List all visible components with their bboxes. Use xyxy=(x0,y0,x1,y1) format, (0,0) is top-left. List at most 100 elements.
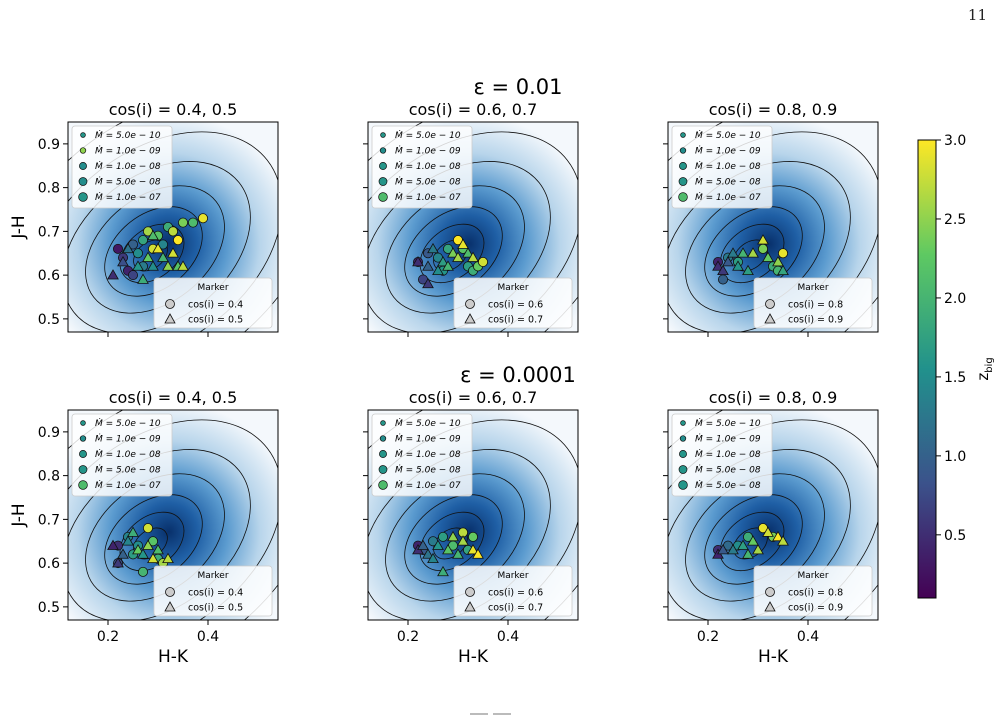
legend-mdot-label: Ṁ = 1.0e − 08 xyxy=(395,161,461,172)
scatter-point-triangle xyxy=(132,260,144,271)
legend-mdot-marker xyxy=(79,147,87,154)
legend-mdot: Ṁ = 5.0e − 10 Ṁ = 1.0e − 09 Ṁ = 1.0e − 08 Ṁ… xyxy=(71,125,173,209)
panel-title: cos(i) = 0.4, 0.5 xyxy=(109,388,238,407)
y-axis-label: J-H xyxy=(9,215,29,239)
scatter-point-triangle xyxy=(447,530,459,542)
legend-mdot-marker xyxy=(78,480,88,490)
legend-mdot-label: Ṁ = 1.0e − 07 xyxy=(395,192,461,203)
colorbar-tick-label: 3.0 xyxy=(944,133,966,149)
legend-mdot-marker xyxy=(679,147,687,154)
panel-2: cos(i) = 0.6, 0.7 Ṁ = 5.0e − 10 Ṁ = 1.0e −… xyxy=(363,100,579,337)
legend-mdot: Ṁ = 5.0e − 10 Ṁ = 1.0e − 09 Ṁ = 1.0e − 08 Ṁ… xyxy=(671,125,773,209)
scatter-points xyxy=(107,523,174,577)
y-tick-label: 0.9 xyxy=(38,137,60,153)
legend-mdot-label: Ṁ = 5.0e − 10 xyxy=(695,130,761,141)
scatter-point-circle xyxy=(132,248,143,259)
scatter-point-triangle xyxy=(762,526,774,537)
scatter-point-circle xyxy=(142,523,153,534)
scatter-points xyxy=(712,523,789,559)
scatter-point-triangle xyxy=(122,242,134,254)
scatter-points xyxy=(412,235,488,289)
legend-marker-label: cos(i) = 0.7 xyxy=(488,603,543,614)
legend-mdot-label: Ṁ = 1.0e − 08 xyxy=(395,449,461,460)
scatter-point-triangle xyxy=(152,242,164,254)
legend-marker-label: cos(i) = 0.9 xyxy=(788,315,843,326)
legend-marker-title: Marker xyxy=(797,283,828,293)
legend-triangle-icon xyxy=(164,601,176,612)
colorbar-tick-label: 2.5 xyxy=(944,212,966,228)
legend-mdot-marker xyxy=(379,147,387,154)
legend-marker-title: Marker xyxy=(197,283,228,293)
legend-marker-label: cos(i) = 0.6 xyxy=(488,300,543,311)
colorbar-tick-label: 1.0 xyxy=(944,449,966,465)
legend-mdot-label: Ṁ = 5.0e − 10 xyxy=(95,130,161,141)
panel-1: 0.5 0.6 0.7 0.8 0.9 J-H cos(i) = 0.4, 0.5 Ṁ = 5… xyxy=(9,100,279,337)
legend-marker-label: cos(i) = 0.8 xyxy=(788,300,843,311)
scatter-point-triangle xyxy=(147,260,159,271)
scatter-points xyxy=(412,527,484,577)
panel-title: cos(i) = 0.6, 0.7 xyxy=(409,388,538,407)
scatter-point-circle xyxy=(187,217,198,228)
scatter-point-circle xyxy=(167,226,178,237)
legend-mdot-label: Ṁ = 5.0e − 08 xyxy=(695,177,761,188)
legend-marker-title: Marker xyxy=(497,283,528,293)
panel-title: cos(i) = 0.8, 0.9 xyxy=(709,100,838,119)
legend-marker-label: cos(i) = 0.4 xyxy=(188,300,243,311)
scatter-point-triangle xyxy=(462,247,474,258)
scatter-point-circle xyxy=(137,566,148,577)
legend-mdot-label: Ṁ = 5.0e − 08 xyxy=(395,465,461,476)
legend-marker-label: cos(i) = 0.8 xyxy=(788,588,843,599)
legend-mdot: Ṁ = 5.0e − 10 Ṁ = 1.0e − 09 Ṁ = 1.0e − 08 Ṁ… xyxy=(371,125,473,209)
legend-marker: Marker cos(i) = 0.6 cos(i) = 0.7 xyxy=(453,277,573,329)
colorbar-gradient xyxy=(917,139,937,599)
legend-mdot-marker xyxy=(79,450,87,458)
scatter-point-triangle xyxy=(467,251,479,262)
legend-marker: Marker cos(i) = 0.8 cos(i) = 0.9 xyxy=(753,565,873,617)
legend-triangle-icon xyxy=(764,313,776,324)
scatter-point-circle xyxy=(758,243,769,254)
x-tick-label: 0.2 xyxy=(397,629,419,645)
legend-mdot: Ṁ = 5.0e − 10 Ṁ = 1.0e − 09 Ṁ = 1.0e − 08 Ṁ… xyxy=(371,413,473,497)
y-tick-label: 0.8 xyxy=(38,181,60,197)
panel-title: cos(i) = 0.4, 0.5 xyxy=(109,100,238,119)
colorbar-tick-label: 2.0 xyxy=(944,291,966,307)
scatter-point-circle xyxy=(718,274,729,285)
scatter-point-triangle xyxy=(732,260,744,271)
scatter-point-triangle xyxy=(472,548,484,559)
legend-mdot-marker xyxy=(678,192,688,202)
y-tick-label: 0.5 xyxy=(38,312,60,328)
scatter-point-triangle xyxy=(757,234,769,245)
scatter-point-triangle xyxy=(422,277,434,289)
x-axis-label: H-K xyxy=(758,647,789,667)
legend-triangle-icon xyxy=(764,601,776,612)
scatter-point-triangle xyxy=(442,260,454,271)
scatter-point-triangle xyxy=(162,552,174,564)
legend-mdot: Ṁ = 5.0e − 10 Ṁ = 1.0e − 09 Ṁ = 1.0e − 08 Ṁ… xyxy=(671,413,773,497)
panel-title: cos(i) = 0.8, 0.9 xyxy=(709,388,838,407)
legend-mdot-label: Ṁ = 1.0e − 09 xyxy=(395,146,461,157)
legend-mdot-label: Ṁ = 1.0e − 07 xyxy=(695,192,761,203)
legend-marker: Marker cos(i) = 0.6 cos(i) = 0.7 xyxy=(453,565,573,617)
scatter-point-triangle xyxy=(747,247,759,258)
page-footer-rule xyxy=(470,700,530,715)
scatter-point-triangle xyxy=(427,242,439,254)
row-title: ε = 0.0001 xyxy=(460,363,576,387)
colorbar-label: zbig xyxy=(974,357,995,380)
scatter-point-triangle xyxy=(737,247,749,258)
scatter-point-triangle xyxy=(147,229,159,241)
page-number: 11 xyxy=(967,6,987,24)
legend-mdot-label: Ṁ = 5.0e − 10 xyxy=(95,418,161,429)
scatter-point-triangle xyxy=(442,543,454,555)
legend-mdot-label: Ṁ = 1.0e − 09 xyxy=(695,146,761,157)
x-tick-label: 0.2 xyxy=(97,629,119,645)
scatter-point-triangle xyxy=(412,255,424,267)
y-tick-label: 0.7 xyxy=(38,224,60,240)
scatter-point-triangle xyxy=(432,264,444,276)
legend-mdot-label: Ṁ = 1.0e − 09 xyxy=(95,434,161,445)
scatter-point-circle xyxy=(197,213,208,224)
colorbar-tick-label: 1.5 xyxy=(944,370,966,386)
legend-mdot-marker xyxy=(380,420,386,426)
scatter-point-triangle xyxy=(457,535,469,546)
